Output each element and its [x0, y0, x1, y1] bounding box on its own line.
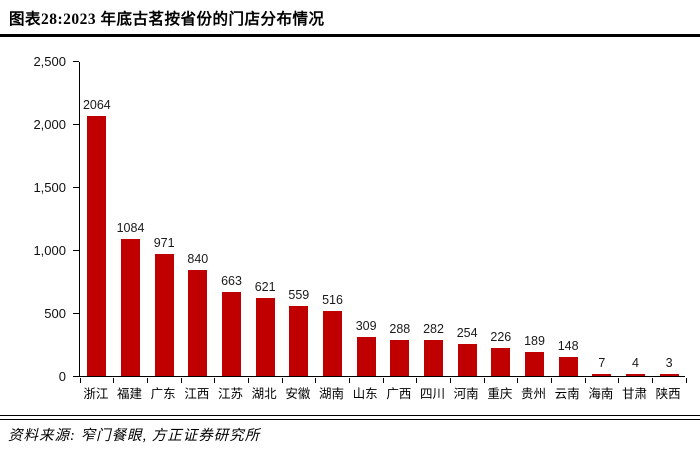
- bar: [154, 253, 174, 376]
- bar: [323, 310, 342, 376]
- bar-value-label: 559: [288, 287, 310, 302]
- x-axis-label: 湖南: [318, 387, 344, 401]
- y-tick-mark: [72, 187, 79, 188]
- y-tick-label: 1,000: [33, 243, 66, 258]
- x-tick-mark: [517, 377, 519, 383]
- bar: [188, 270, 208, 376]
- x-axis-label: 浙江: [83, 387, 109, 401]
- y-tick-mark: [72, 250, 79, 251]
- bar-value-label: 1084: [116, 221, 145, 236]
- x-tick-mark: [315, 377, 317, 383]
- y-tick-label: 1,500: [33, 180, 66, 195]
- bar: [424, 340, 443, 376]
- bar: [558, 357, 578, 376]
- y-tick-label: 2,000: [33, 117, 66, 132]
- x-tick-mark: [618, 377, 620, 383]
- x-axis-label: 广西: [386, 387, 412, 401]
- x-axis-label: 河南: [453, 387, 479, 401]
- x-tick-mark: [483, 377, 485, 383]
- footer-divider-rule: [0, 415, 700, 420]
- x-axis-label: 安徽: [285, 387, 311, 401]
- x-tick-mark: [113, 377, 115, 383]
- bar-value-label: 516: [322, 292, 343, 307]
- bar-value-label: 971: [153, 235, 175, 250]
- bar-value-label: 254: [456, 326, 478, 340]
- bar: [289, 305, 309, 376]
- bar-value-label: 226: [490, 329, 512, 344]
- bar-value-label: 309: [355, 319, 377, 334]
- x-tick-mark: [449, 377, 451, 383]
- x-axis-label: 江苏: [217, 387, 243, 401]
- x-tick-mark: [584, 377, 586, 383]
- bar: [87, 115, 107, 376]
- x-axis-label: 云南: [554, 387, 580, 401]
- x-tick-mark: [651, 377, 653, 383]
- bar-value-label: 4: [632, 355, 639, 370]
- x-tick-mark: [79, 377, 81, 383]
- bar: [659, 373, 679, 376]
- y-tick-label: 0: [58, 369, 66, 384]
- bar: [356, 337, 376, 376]
- x-tick-mark: [382, 377, 384, 383]
- bar-value-label: 7: [598, 355, 606, 370]
- x-tick-mark: [348, 377, 350, 383]
- x-axis-label: 甘肃: [621, 387, 647, 401]
- bar: [525, 352, 544, 376]
- x-tick-mark: [180, 377, 182, 383]
- bar: [592, 373, 612, 376]
- bar: [457, 344, 477, 376]
- y-tick-mark: [72, 61, 79, 62]
- y-tick-label: 500: [44, 306, 66, 321]
- bar: [255, 297, 275, 376]
- x-tick-mark: [550, 377, 552, 383]
- y-tick-label: 2,500: [33, 54, 66, 69]
- source-note: 资料来源: 窄门餐眼, 方正证券研究所: [8, 428, 261, 444]
- x-axis-label: 福建: [116, 387, 142, 401]
- bar-value-label: 621: [254, 279, 276, 294]
- x-tick-mark: [146, 377, 148, 383]
- bar: [491, 347, 511, 376]
- title-divider-rule: [0, 34, 700, 37]
- x-axis-label: 陕西: [655, 387, 681, 401]
- bar-value-label: 282: [423, 322, 444, 337]
- x-tick-mark: [416, 377, 418, 383]
- x-axis-label: 山东: [352, 387, 378, 401]
- bar: [121, 239, 140, 376]
- x-tick-mark: [247, 377, 249, 383]
- bar-value-label: 2064: [82, 97, 111, 112]
- x-tick-mark: [214, 377, 216, 383]
- x-axis-label: 重庆: [487, 387, 513, 401]
- x-axis-label: 广东: [150, 387, 176, 401]
- x-axis-label: 海南: [588, 387, 614, 401]
- bar: [626, 373, 645, 376]
- x-axis-label: 贵州: [520, 387, 546, 401]
- y-tick-mark: [72, 124, 79, 125]
- x-axis-label: 四川: [419, 387, 445, 401]
- bar: [390, 339, 410, 376]
- bar-value-label: 3: [665, 355, 673, 370]
- bar-value-label: 148: [557, 339, 579, 354]
- bar-value-label: 663: [221, 274, 242, 289]
- plot-area: 2064 1084 971 840 663 621 559 516 309 288 282 254 22…: [72, 61, 687, 383]
- chart-title: 图表28:2023 年底古茗按省份的门店分布情况: [9, 11, 325, 28]
- x-axis-label: 江西: [184, 387, 210, 401]
- x-tick-mark: [281, 377, 283, 383]
- y-tick-mark: [72, 313, 79, 314]
- bar-value-label: 840: [187, 252, 209, 267]
- bar-value-label: 288: [389, 321, 411, 336]
- x-tick-mark: [685, 377, 687, 383]
- bar-value-label: 189: [524, 334, 545, 349]
- bar: [222, 292, 241, 376]
- x-axis-label: 湖北: [251, 387, 277, 401]
- y-tick-mark: [72, 376, 79, 377]
